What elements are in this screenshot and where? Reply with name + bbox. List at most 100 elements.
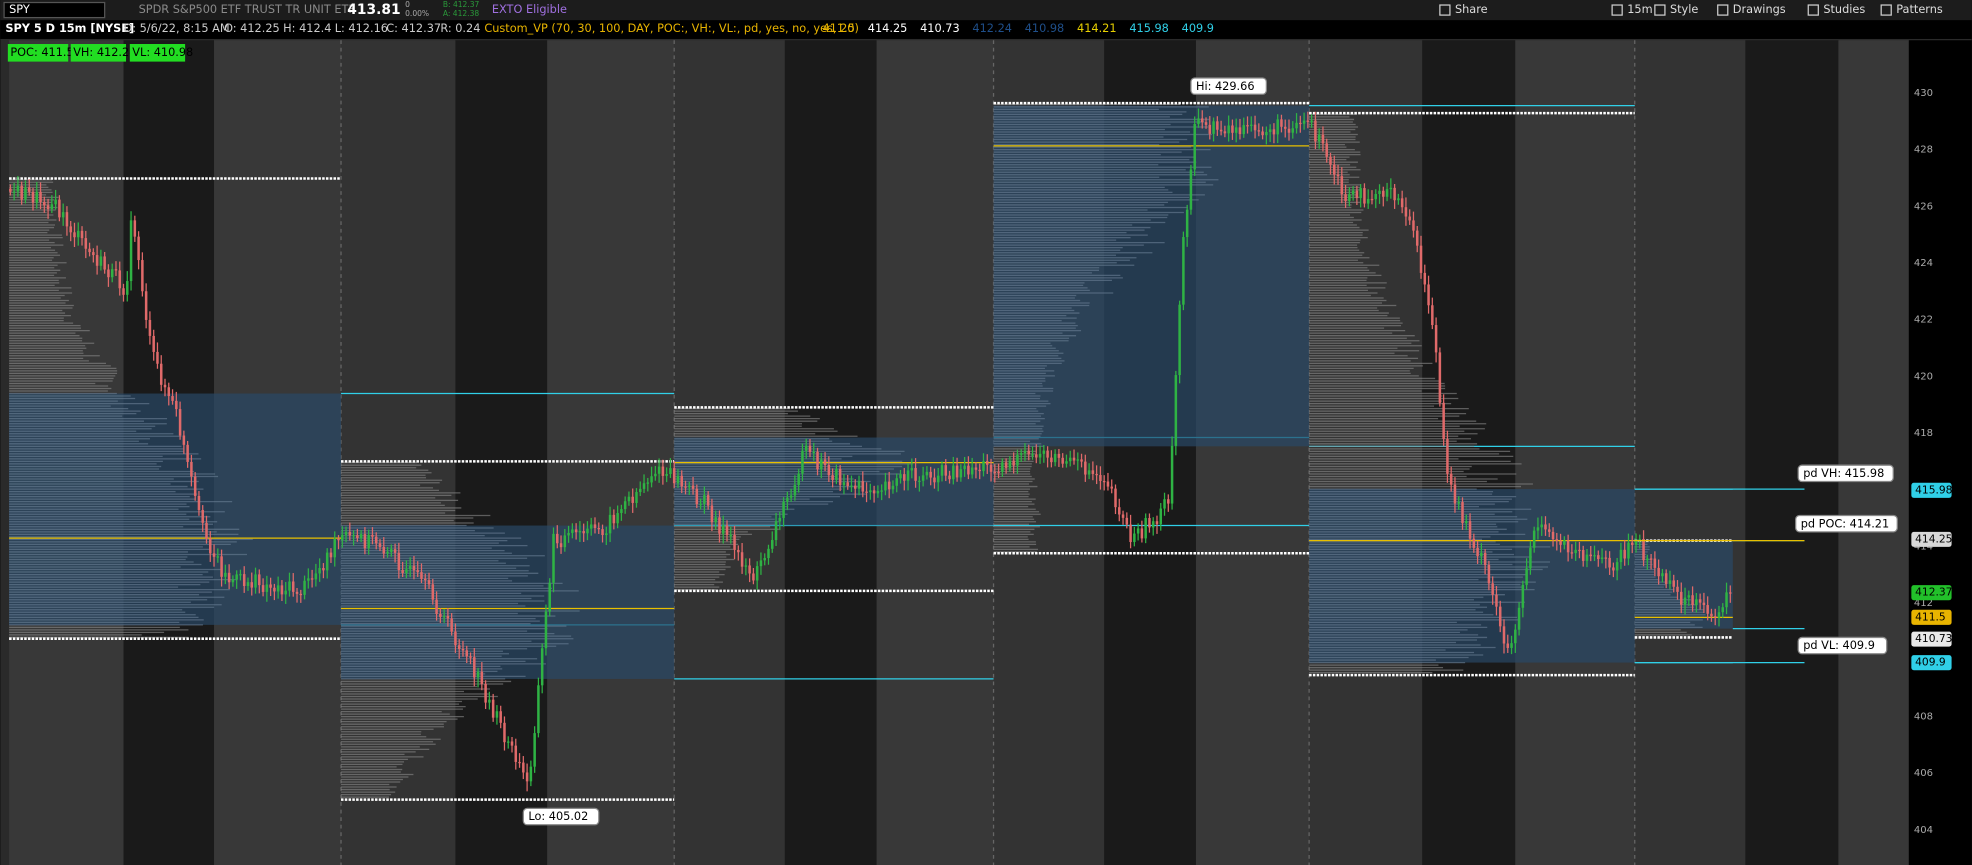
candle [431, 584, 435, 600]
candle [869, 490, 872, 493]
candle [114, 269, 118, 271]
price-tick: 422 [1914, 315, 1933, 326]
volume-profiles [9, 101, 1805, 801]
candle [1600, 557, 1604, 560]
symbol-box[interactable] [3, 1, 106, 19]
candle [450, 618, 453, 632]
candle [1385, 189, 1389, 197]
value-area [1309, 489, 1635, 663]
candle [1125, 517, 1129, 525]
toolbar-icon[interactable] [1880, 4, 1892, 16]
candle [921, 475, 925, 481]
candle [518, 761, 521, 764]
candle [193, 476, 197, 496]
toolbar-button[interactable]: Studies [1823, 3, 1865, 16]
candle [1415, 230, 1419, 246]
candle [1325, 143, 1328, 157]
candle [148, 319, 152, 336]
candle [1476, 547, 1479, 557]
candle [1412, 220, 1415, 231]
price-axis [1908, 40, 1972, 865]
candle [1340, 176, 1344, 195]
candle [767, 548, 770, 559]
toolbar-button[interactable]: Drawings [1733, 3, 1786, 16]
candle [1008, 460, 1012, 468]
toolbar-icon[interactable] [1717, 4, 1729, 16]
candle [605, 533, 608, 536]
candle [129, 220, 133, 282]
candle [1163, 499, 1166, 509]
candle [1438, 352, 1442, 403]
candle [141, 260, 144, 292]
candle [95, 255, 99, 266]
candle [740, 552, 744, 567]
session-band [1838, 40, 1909, 865]
candle [1238, 127, 1242, 135]
toolbar-icon[interactable] [1654, 4, 1666, 16]
toolbar-icon[interactable] [1611, 4, 1623, 16]
candle [1382, 190, 1385, 197]
candle [1250, 124, 1253, 126]
candle [390, 549, 393, 552]
candle [178, 409, 182, 436]
toolbar-icon[interactable] [1439, 4, 1451, 16]
candle [876, 490, 880, 494]
toolbar-button[interactable]: 15m [1627, 3, 1652, 16]
candle [1453, 484, 1457, 504]
candle [778, 517, 782, 522]
candle [1336, 174, 1340, 177]
candle [608, 514, 612, 534]
candle [137, 236, 140, 261]
candle [669, 468, 672, 474]
candle [1333, 164, 1336, 175]
toolbar-button[interactable]: Style [1670, 3, 1698, 16]
toolbar-button[interactable]: Patterns [1896, 3, 1943, 16]
candle [295, 591, 299, 594]
change: 0 [405, 0, 410, 9]
candle [793, 485, 797, 496]
candle [1351, 190, 1355, 195]
candle [759, 560, 763, 567]
price-tick: 414 [1914, 541, 1933, 552]
bid: B: 412.37 [443, 0, 480, 9]
candle [1427, 284, 1430, 306]
candle [1261, 131, 1264, 136]
candle [1050, 457, 1053, 463]
candle [657, 466, 661, 474]
candle [586, 528, 589, 534]
session-band [1515, 40, 1635, 865]
candle [58, 199, 61, 218]
candle [688, 485, 691, 488]
price-tick: 404 [1914, 825, 1933, 836]
price-tick: 412 [1914, 598, 1933, 609]
candle [356, 535, 359, 539]
candle [397, 552, 401, 571]
candle [642, 483, 646, 489]
candle [940, 465, 944, 476]
candle [1683, 597, 1687, 605]
candle [1216, 121, 1219, 130]
candle [1698, 599, 1702, 603]
candle [1246, 125, 1249, 127]
candle [627, 496, 631, 502]
toolbar [0, 0, 1972, 21]
candle [476, 671, 480, 678]
candle [552, 533, 555, 583]
price-label-box [1911, 482, 1952, 498]
candle [514, 745, 518, 762]
candle [1506, 643, 1510, 648]
candle [1302, 120, 1306, 124]
header-item: L: 412.16 [335, 22, 388, 35]
candle [597, 528, 601, 530]
candle [1355, 190, 1359, 198]
candle [1185, 209, 1189, 238]
toolbar-icon[interactable] [1807, 4, 1819, 16]
header-bar [0, 20, 1972, 39]
candle [1133, 533, 1136, 543]
candle [989, 464, 993, 472]
toolbar-button[interactable]: Share [1455, 3, 1488, 16]
candle [310, 578, 314, 580]
candle [1672, 580, 1675, 587]
candle [559, 543, 563, 548]
candle [465, 650, 469, 657]
